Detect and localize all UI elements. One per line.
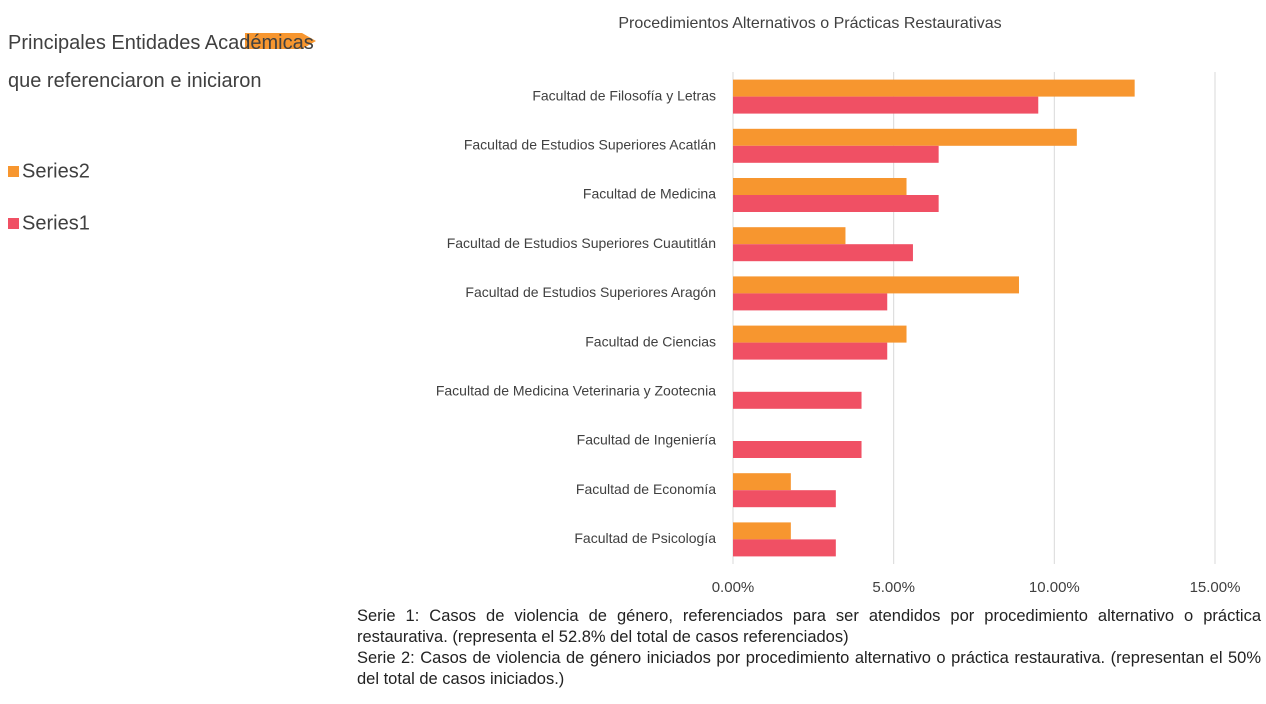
legend-label: Series2 [22,160,90,182]
bar [733,490,836,508]
y-tick-label: Facultad de Ciencias [585,333,716,349]
y-tick-label: Facultad de Ingeniería [577,432,717,448]
bar [733,293,888,311]
x-tick-label: 0.00% [712,579,755,596]
y-tick-label: Facultad de Economía [576,481,716,497]
bar [733,128,1077,146]
bar [733,441,862,458]
note: Serie 1: Casos de violencia de género, r… [357,607,1261,646]
y-tick-label: Facultad de Filosofía y Letras [532,87,716,103]
bar [733,539,836,557]
bar [733,145,939,163]
x-tick-label: 15.00% [1190,579,1241,596]
y-tick-label: Facultad de Estudios Superiores Aragón [465,284,716,300]
bar [733,178,907,195]
x-tick-label: 10.00% [1029,579,1080,596]
legend-swatch [8,218,19,229]
side-note: Principales Entidades Académicas que ref… [8,32,314,92]
bar [733,227,846,245]
notes: Serie 1: Casos de violencia de género, r… [357,606,1261,690]
bar [733,244,913,262]
bar [733,391,862,409]
bar [733,96,1039,114]
bar [733,342,888,360]
bar [733,473,791,491]
chart-title: Procedimientos Alternativos o Prácticas … [618,15,1001,32]
y-tick-label: Facultad de Estudios Superiores Cuautitl… [447,235,716,251]
bar [733,325,907,343]
legend-swatch [8,166,19,177]
y-tick-label: Facultad de Medicina [583,186,716,202]
y-tick-label: Facultad de Estudios Superiores Acatlán [464,137,716,153]
legend-label: Series1 [22,212,90,234]
bar [733,522,791,540]
bar [733,79,1135,97]
arrow-icon [245,33,316,49]
y-tick-label: Facultad de Psicología [574,530,716,546]
y-tick-label: Facultad de Medicina Veterinaria y Zoote… [436,383,716,399]
bar [733,195,939,212]
x-tick-label: 5.00% [872,579,915,596]
note: Serie 2: Casos de violencia de género in… [357,649,1261,688]
bar [733,276,1019,294]
